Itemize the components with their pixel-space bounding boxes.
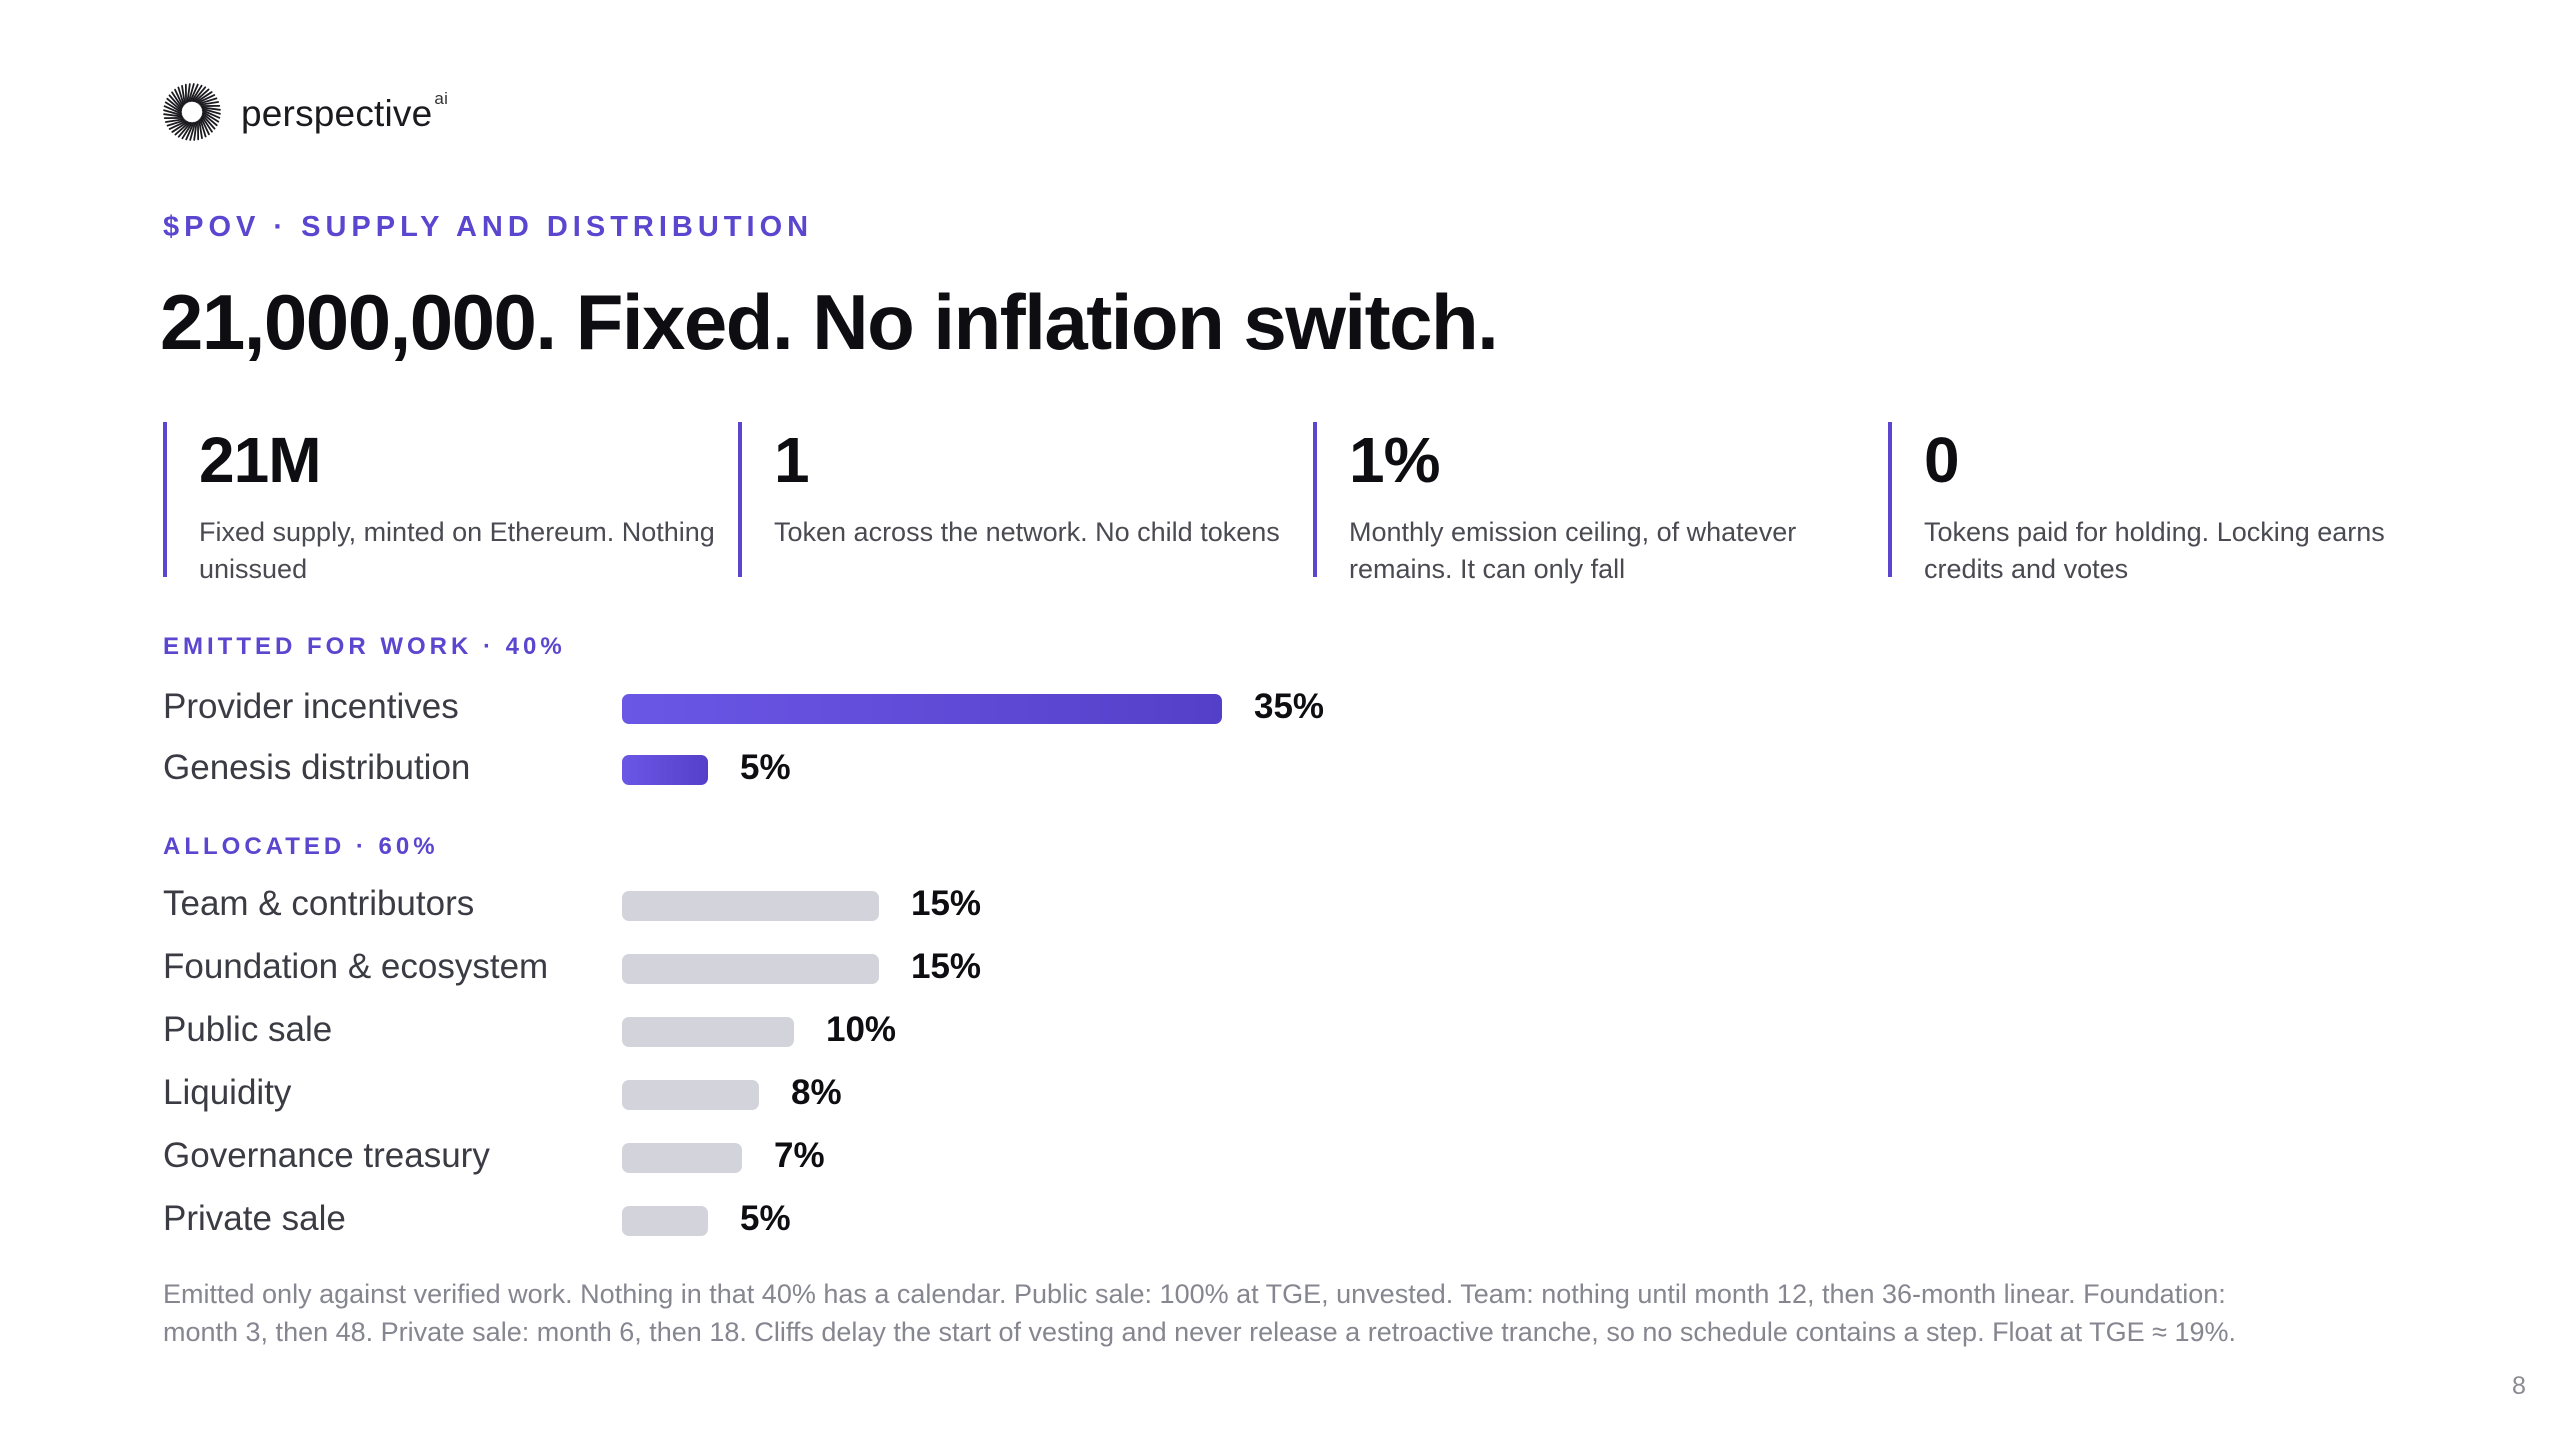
emitted-section-label: EMITTED FOR WORK · 40% [163, 633, 566, 660]
bar-value: 15% [911, 947, 982, 986]
brand-superscript: ai [434, 89, 449, 108]
stat-token-count: 1 Token across the network. No child tok… [738, 422, 1313, 577]
stat-value: 1 [774, 424, 810, 496]
bar-row: Liquidity 8% [163, 1068, 1663, 1118]
bar-label: Governance treasury [163, 1136, 490, 1175]
bar-value: 35% [1254, 687, 1325, 726]
sunburst-logo-icon [163, 83, 221, 141]
bar-row: Governance treasury 7% [163, 1131, 1663, 1181]
stat-value: 21M [199, 424, 322, 496]
bar-label: Genesis distribution [163, 748, 471, 787]
bar-value: 7% [774, 1136, 825, 1175]
bar-fill [622, 1017, 794, 1047]
allocated-section-label: ALLOCATED · 60% [163, 833, 439, 860]
bar-value: 5% [740, 1199, 791, 1238]
stat-holding-rewards: 0 Tokens paid for holding. Locking earns… [1888, 422, 2463, 584]
bar-row: Private sale 5% [163, 1194, 1663, 1244]
bar-fill [622, 954, 879, 984]
footnote: Emitted only against verified work. Noth… [163, 1279, 2236, 1347]
page-number: 8 [2512, 1372, 2526, 1400]
bar-row: Provider incentives 35% [163, 682, 1663, 732]
section-eyebrow: $POV · SUPPLY AND DISTRIBUTION [163, 211, 814, 243]
bar-fill [622, 1080, 759, 1110]
stat-value: 0 [1924, 424, 1960, 496]
bar-label: Team & contributors [163, 884, 475, 923]
bar-label: Foundation & ecosystem [163, 947, 549, 986]
bar-value: 8% [791, 1073, 842, 1112]
stat-emission-ceiling: 1% Monthly emission ceiling, of whatever… [1313, 422, 1888, 584]
bar-label: Liquidity [163, 1073, 292, 1112]
bar-value: 5% [740, 748, 791, 787]
bar-fill [622, 1143, 742, 1173]
bar-label: Private sale [163, 1199, 346, 1238]
stats-row: 21M Fixed supply, minted on Ethereum. No… [163, 422, 2463, 584]
bar-row: Foundation & ecosystem 15% [163, 942, 1663, 992]
bar-row: Genesis distribution 5% [163, 743, 1663, 793]
bar-fill [622, 694, 1222, 724]
bar-label: Public sale [163, 1010, 333, 1049]
bar-value: 15% [911, 884, 982, 923]
stat-description: Monthly emission ceiling, of whatever re… [1349, 517, 1797, 584]
bar-row: Public sale 10% [163, 1005, 1663, 1055]
bar-fill [622, 891, 879, 921]
page-title: 21,000,000. Fixed. No inflation switch. [160, 278, 1499, 366]
bar-label: Provider incentives [163, 687, 459, 726]
bar-fill [622, 755, 708, 785]
stat-description: Fixed supply, minted on Ethereum. Nothin… [199, 517, 715, 584]
stat-supply: 21M Fixed supply, minted on Ethereum. No… [163, 422, 738, 584]
stat-description: Tokens paid for holding. Locking earns c… [1924, 517, 2385, 584]
brand-name: perspective ai [241, 89, 449, 134]
bar-row: Team & contributors 15% [163, 879, 1663, 929]
bar-value: 10% [826, 1010, 897, 1049]
stat-value: 1% [1349, 424, 1441, 496]
brand-logo: perspective ai [163, 83, 448, 141]
bar-fill [622, 1206, 708, 1236]
stat-description: Token across the network. No child token… [774, 517, 1280, 547]
